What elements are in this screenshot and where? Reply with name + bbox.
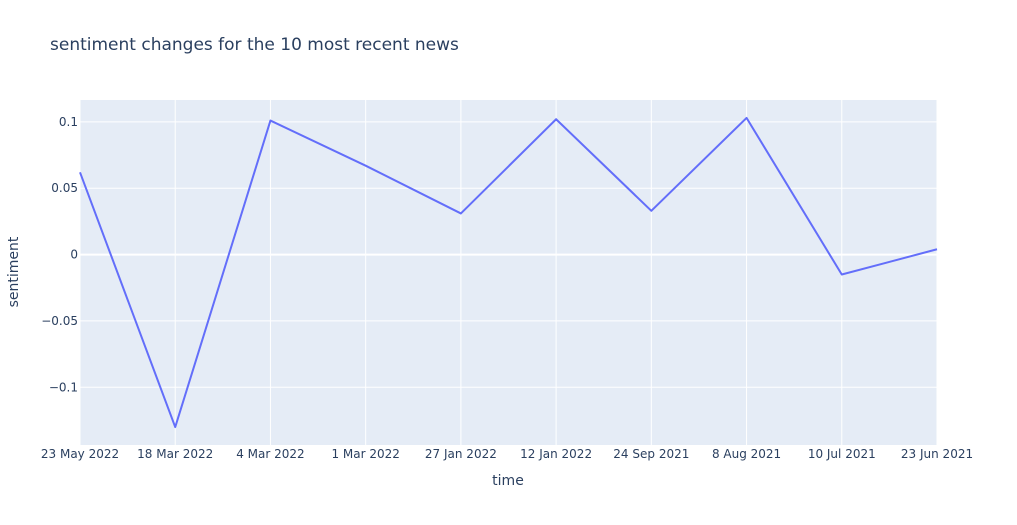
x-tick-label: 4 Mar 2022 <box>236 447 304 461</box>
y-tick-label: −0.05 <box>41 314 78 328</box>
y-tick-label: 0.05 <box>51 181 78 195</box>
plot-area <box>80 100 937 445</box>
y-tick-label: 0 <box>70 248 78 262</box>
x-tick-label: 8 Aug 2021 <box>712 447 781 461</box>
x-tick-label: 23 Jun 2021 <box>901 447 973 461</box>
series-layer <box>79 116 938 429</box>
x-tick-label: 12 Jan 2022 <box>520 447 592 461</box>
sentiment-series-line <box>79 116 938 429</box>
x-tick-label: 27 Jan 2022 <box>425 447 497 461</box>
x-tick-label: 24 Sep 2021 <box>613 447 689 461</box>
chart-title: sentiment changes for the 10 most recent… <box>50 35 459 55</box>
y-axis-ticks: 0.1 0.05 0 −0.05 −0.1 <box>41 115 78 394</box>
x-tick-label: 10 Jul 2021 <box>808 447 876 461</box>
y-axis-title: sentiment <box>6 236 22 307</box>
x-tick-label: 18 Mar 2022 <box>137 447 213 461</box>
grid-lines <box>79 100 938 445</box>
x-axis-ticks: 23 May 2022 18 Mar 2022 4 Mar 2022 1 Mar 20… <box>41 447 973 461</box>
x-tick-label: 1 Mar 2022 <box>331 447 399 461</box>
y-tick-label: −0.1 <box>49 380 78 394</box>
y-tick-label: 0.1 <box>59 115 78 129</box>
x-tick-label: 23 May 2022 <box>41 447 119 461</box>
x-axis-title: time <box>492 473 524 489</box>
